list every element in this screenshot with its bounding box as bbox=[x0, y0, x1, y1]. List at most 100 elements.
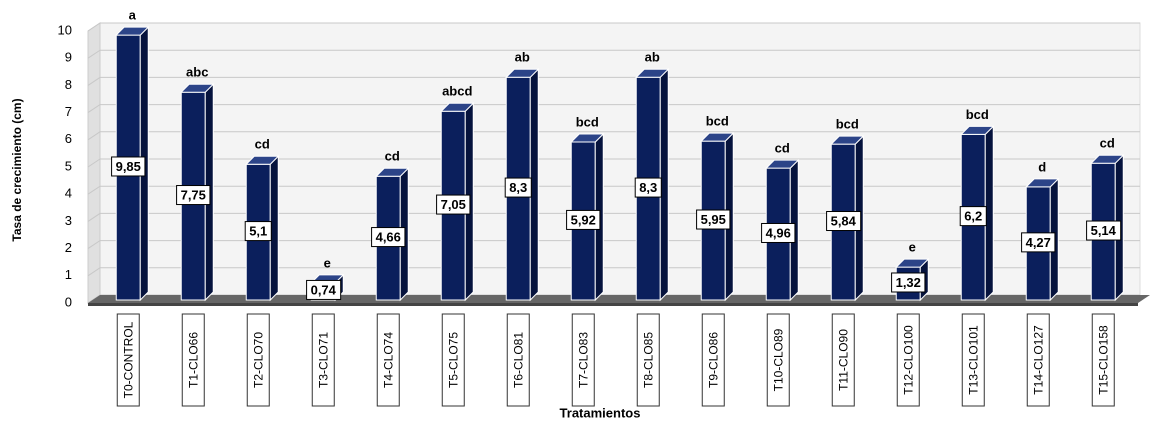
annotation: cd bbox=[775, 141, 790, 156]
bar-top bbox=[570, 133, 605, 143]
annotation: bcd bbox=[576, 114, 599, 129]
x-tick-label: T3-CLO71 bbox=[316, 332, 330, 388]
x-tick-box bbox=[766, 313, 790, 407]
bar-top bbox=[115, 26, 150, 36]
bar-top bbox=[245, 155, 280, 165]
annotation: d bbox=[1038, 159, 1046, 174]
x-tick-label: T8-CLO85 bbox=[641, 332, 655, 388]
bar-top bbox=[635, 68, 670, 78]
x-tick-box bbox=[181, 313, 205, 407]
bar-top bbox=[505, 68, 540, 78]
x-tick-box bbox=[896, 313, 920, 407]
value-label-box bbox=[371, 227, 406, 248]
annotation: abc bbox=[186, 65, 208, 80]
x-tick-label: T11-CLO90 bbox=[836, 329, 850, 391]
value-label: 4,96 bbox=[766, 225, 791, 240]
x-tick-label: T13-CLO101 bbox=[966, 325, 980, 395]
x-tick-box bbox=[376, 313, 400, 407]
bar-top bbox=[895, 258, 930, 268]
bar-top bbox=[700, 132, 735, 142]
value-label-box bbox=[891, 272, 926, 293]
y-tick-label: 6 bbox=[65, 131, 72, 146]
value-label: 5,14 bbox=[1091, 223, 1117, 238]
grid-line bbox=[87, 158, 1140, 168]
value-label-box bbox=[566, 209, 601, 230]
x-tick-label: T10-CLO89 bbox=[771, 328, 785, 391]
value-label: 5,1 bbox=[249, 224, 267, 239]
x-tick-box bbox=[116, 313, 140, 407]
x-tick-label: T9-CLO86 bbox=[706, 332, 720, 388]
value-label: 5,95 bbox=[701, 212, 726, 227]
value-label-box bbox=[959, 206, 987, 227]
bar-top bbox=[960, 125, 995, 135]
x-tick-box bbox=[831, 313, 855, 407]
grid-line bbox=[87, 104, 1140, 114]
value-label: 8,3 bbox=[509, 180, 527, 195]
annotation: ab bbox=[645, 50, 660, 65]
value-label: 0,74 bbox=[311, 282, 337, 297]
y-tick-label: 7 bbox=[65, 104, 72, 119]
x-tick-box bbox=[961, 313, 985, 407]
annotation: cd bbox=[1100, 136, 1115, 151]
bar-top bbox=[180, 83, 215, 93]
annotation: a bbox=[129, 8, 137, 23]
value-label-box bbox=[761, 222, 796, 243]
x-tick-box bbox=[506, 313, 530, 407]
value-label: 9,85 bbox=[116, 159, 141, 174]
x-tick-label: T1-CLO66 bbox=[186, 332, 200, 388]
y-axis-label: Tasa de crecimiento (cm) bbox=[10, 98, 24, 241]
x-tick-box bbox=[571, 313, 595, 407]
value-label-box bbox=[244, 221, 272, 242]
bar-top bbox=[765, 159, 800, 169]
x-tick-box bbox=[701, 313, 725, 407]
x-tick-label: T14-CLO127 bbox=[1031, 325, 1045, 395]
x-tick-box bbox=[441, 313, 465, 407]
value-label: 4,66 bbox=[376, 230, 401, 245]
grid-line bbox=[87, 49, 1140, 59]
x-tick-label: T15-CLO158 bbox=[1096, 325, 1110, 395]
grid-line bbox=[87, 131, 1140, 141]
value-label-box bbox=[504, 177, 532, 198]
annotation: e bbox=[909, 240, 916, 255]
annotation: bcd bbox=[706, 114, 729, 129]
value-label-box bbox=[1021, 232, 1056, 253]
bar-top bbox=[375, 167, 410, 177]
y-tick-label: 5 bbox=[65, 158, 72, 173]
value-label-box bbox=[634, 177, 662, 198]
floor-edge bbox=[88, 303, 1138, 306]
x-tick-label: T4-CLO74 bbox=[381, 332, 395, 388]
x-tick-label: T7-CLO83 bbox=[576, 332, 590, 388]
y-tick-label: 2 bbox=[65, 240, 72, 255]
annotation: bcd bbox=[966, 107, 989, 122]
x-tick-box bbox=[1091, 313, 1115, 407]
value-label-box bbox=[826, 211, 862, 232]
x-tick-label: T0-CONTROL bbox=[121, 321, 135, 398]
x-tick-box bbox=[311, 313, 335, 407]
value-label: 7,75 bbox=[181, 188, 206, 203]
value-label: 8,3 bbox=[639, 180, 657, 195]
annotation: bcd bbox=[836, 117, 859, 132]
x-tick-label: T2-CLO70 bbox=[251, 332, 265, 388]
value-label: 6,2 bbox=[964, 209, 982, 224]
y-tick-label: 4 bbox=[65, 186, 72, 201]
x-tick-box bbox=[636, 313, 660, 407]
annotation: abcd bbox=[442, 84, 472, 99]
value-label: 5,84 bbox=[831, 214, 857, 229]
annotation: cd bbox=[255, 137, 270, 152]
value-label-box bbox=[436, 194, 471, 215]
value-label-box bbox=[1086, 220, 1122, 241]
bar-top bbox=[1025, 178, 1060, 188]
y-tick-label: 1 bbox=[65, 267, 72, 282]
annotation: ab bbox=[515, 50, 530, 65]
floor bbox=[88, 295, 1150, 303]
x-tick-label: T5-CLO75 bbox=[446, 332, 460, 388]
x-tick-box bbox=[1026, 313, 1050, 407]
annotation: cd bbox=[385, 149, 400, 164]
value-label: 5,92 bbox=[571, 212, 596, 227]
value-label-box bbox=[306, 279, 342, 300]
bar-top bbox=[1090, 154, 1125, 164]
value-label: 7,05 bbox=[441, 197, 466, 212]
value-label-box bbox=[176, 185, 211, 206]
bar-top bbox=[440, 102, 475, 112]
y-tick-label: 0 bbox=[65, 294, 72, 309]
